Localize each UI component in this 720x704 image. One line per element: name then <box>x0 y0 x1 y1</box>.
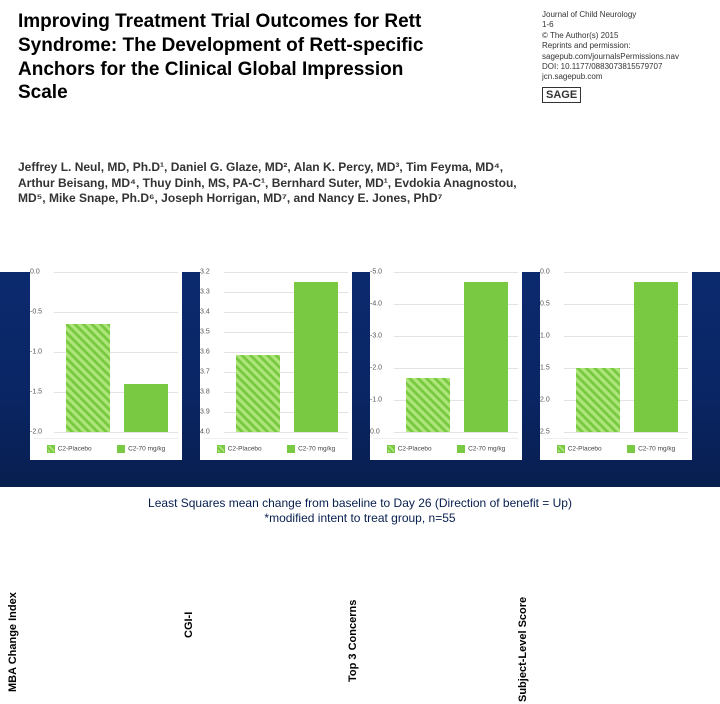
ytick: 0.5 <box>540 301 550 308</box>
chart-panel-mba: 0.0-0.5-1.0-1.5-2.0 C2-Placebo C2-70 mg/… <box>30 272 182 460</box>
legend: C2-Placebo C2-70 mg/kg <box>204 438 348 456</box>
ytick: -1.5 <box>30 389 42 396</box>
legend: C2-Placebo C2-70 mg/kg <box>34 438 178 456</box>
ytick: 3.8 <box>200 389 210 396</box>
ytick: -2.0 <box>30 429 42 436</box>
bar <box>236 355 280 432</box>
legend: C2-Placebo C2-70 mg/kg <box>374 438 518 456</box>
journal-name: Journal of Child Neurology <box>542 10 702 20</box>
bar <box>66 324 110 432</box>
axis-area: 0.00.51.01.52.02.5 <box>564 272 688 432</box>
journal-copyright: © The Author(s) 2015 <box>542 31 702 41</box>
ytick: -3.0 <box>370 333 382 340</box>
chart-panel-top3: -5.0-4.0-3.0-2.0-1.00.0 C2-Placebo C2-70… <box>370 272 522 460</box>
ytick: 0.0 <box>370 429 380 436</box>
swatch-drug <box>457 445 465 453</box>
journal-reprints: Reprints and permission: <box>542 41 702 51</box>
ytick: 4.0 <box>200 429 210 436</box>
footer-line2: *modified intent to treat group, n=55 <box>0 511 720 526</box>
ytick: -0.5 <box>30 309 42 316</box>
journal-site: jcn.sagepub.com <box>542 72 702 82</box>
ytick: 1.5 <box>540 365 550 372</box>
axis-area: 0.0-0.5-1.0-1.5-2.0 <box>54 272 178 432</box>
ytick: -1.0 <box>30 349 42 356</box>
swatch-drug <box>117 445 125 453</box>
bar <box>406 378 450 432</box>
bar <box>124 384 168 432</box>
ylabel-mba: MBA Change Index <box>6 544 20 694</box>
ytick: 3.9 <box>200 409 210 416</box>
publisher-badge: SAGE <box>542 87 581 103</box>
swatch-placebo <box>217 445 225 453</box>
axis-area: -5.0-4.0-3.0-2.0-1.00.0 <box>394 272 518 432</box>
ytick: 3.6 <box>200 349 210 356</box>
ytick: 1.0 <box>540 333 550 340</box>
ylabel-top3: Top 3 Concerns <box>346 554 360 684</box>
swatch-drug <box>627 445 635 453</box>
ytick: 0.0 <box>540 269 550 276</box>
ytick: -1.0 <box>370 397 382 404</box>
ytick: 3.7 <box>200 369 210 376</box>
ylabel-cgi: CGI-I <box>182 580 196 640</box>
swatch-placebo <box>557 445 565 453</box>
authors: Jeffrey L. Neul, MD, Ph.D¹, Daniel G. Gl… <box>18 160 518 207</box>
footer-line1: Least Squares mean change from baseline … <box>0 496 720 511</box>
swatch-placebo <box>387 445 395 453</box>
journal-doi: DOI: 10.1177/0883073815579707 <box>542 62 702 72</box>
ytick: -5.0 <box>370 269 382 276</box>
swatch-drug <box>287 445 295 453</box>
chart-panel-cgi: 3.23.33.43.53.63.73.83.94.0 C2-Placebo C… <box>200 272 352 460</box>
bar <box>634 282 678 432</box>
paper-header: Improving Treatment Trial Outcomes for R… <box>0 0 720 272</box>
ytick: 3.5 <box>200 329 210 336</box>
footer-note: Least Squares mean change from baseline … <box>0 496 720 526</box>
journal-permsite: sagepub.com/journalsPermissions.nav <box>542 52 702 62</box>
paper-title: Improving Treatment Trial Outcomes for R… <box>18 10 458 105</box>
ytick: 2.0 <box>540 397 550 404</box>
ytick: -4.0 <box>370 301 382 308</box>
ytick: 3.3 <box>200 289 210 296</box>
title-block: Improving Treatment Trial Outcomes for R… <box>18 10 458 105</box>
charts-band: MBA Change Index CGI-I Top 3 Concerns Su… <box>0 272 720 487</box>
ytick: 2.5 <box>540 429 550 436</box>
swatch-placebo <box>47 445 55 453</box>
journal-info: Journal of Child Neurology 1-6 © The Aut… <box>542 10 702 103</box>
ylabel-subject: Subject-Level Score <box>516 544 530 704</box>
ytick: -2.0 <box>370 365 382 372</box>
ytick: 3.2 <box>200 269 210 276</box>
ytick: 0.0 <box>30 269 40 276</box>
ytick: 3.4 <box>200 309 210 316</box>
axis-area: 3.23.33.43.53.63.73.83.94.0 <box>224 272 348 432</box>
bar <box>464 282 508 432</box>
journal-pages: 1-6 <box>542 20 702 30</box>
bar <box>294 282 338 432</box>
chart-panel-subject: 0.00.51.01.52.02.5 C2-Placebo C2-70 mg/k… <box>540 272 692 460</box>
bar <box>576 368 620 432</box>
legend: C2-Placebo C2-70 mg/kg <box>544 438 688 456</box>
